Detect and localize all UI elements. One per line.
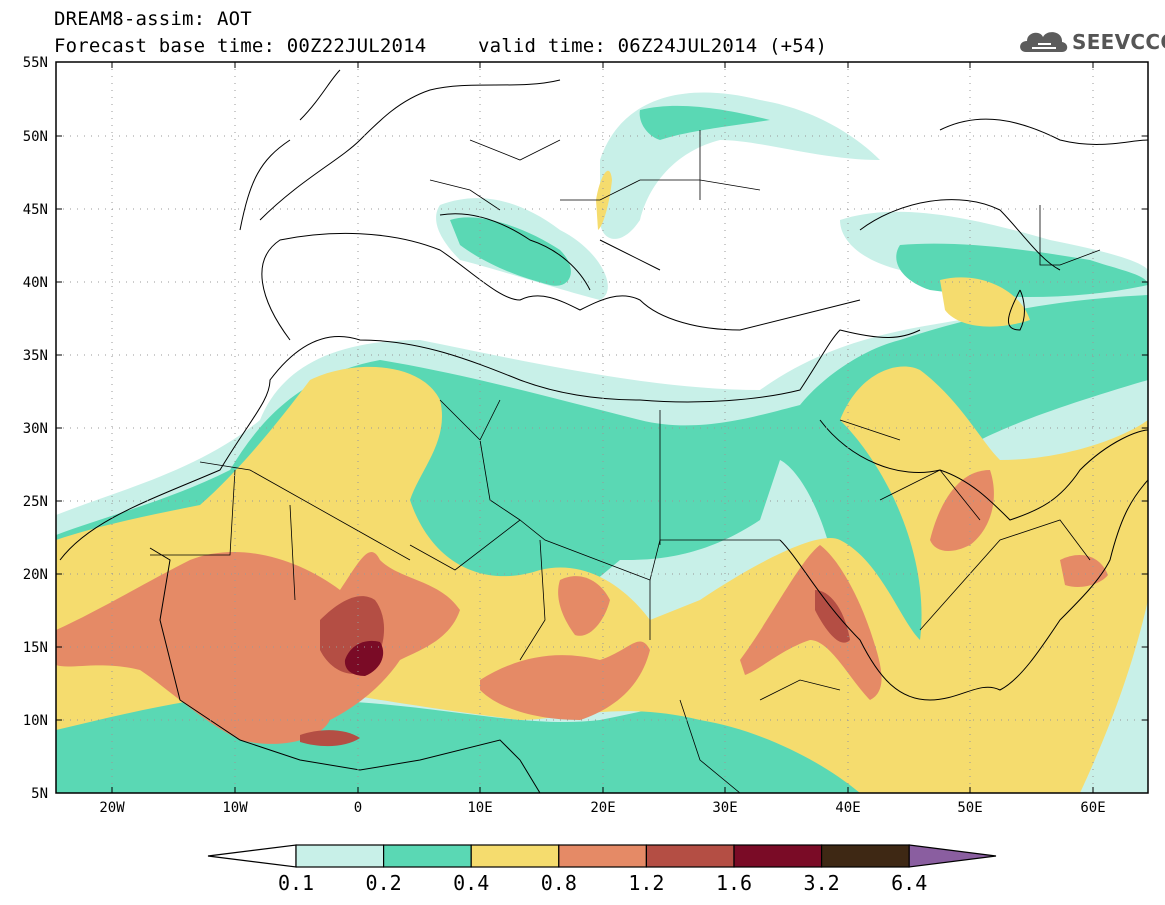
colorbar-segment [295,844,385,868]
lat-label: 25N [23,494,48,510]
colorbar-label: 1.2 [628,871,665,895]
colorbar-label: 0.1 [277,871,315,895]
lon-label: 20E [590,800,615,816]
colorbar [207,844,997,868]
colorbar-segment [733,844,823,868]
cloud-icon [1020,32,1068,52]
lat-label: 10N [23,713,48,729]
lon-label: 30E [712,800,737,816]
colorbar-max-triangle [908,844,997,868]
forecast-base-time: Forecast base time: 00Z22JUL2014 [54,35,427,57]
lat-label: 40N [23,275,48,291]
grid-lines [56,62,1148,793]
colorbar-label: 6.4 [891,871,928,895]
colorbar-label: 1.6 [715,871,753,895]
lat-label: 50N [23,129,48,145]
coastlines [59,69,1148,793]
colorbar-segment [645,844,735,868]
colorbar-label: 0.8 [540,871,577,895]
colorbar-segment [383,844,472,868]
lon-label: 20W [99,800,125,816]
lon-label: 60E [1080,800,1105,816]
longitude-labels: 20W 10W 0 10E 20E 30E 40E 50E 60E [99,800,1105,816]
lon-label: 40E [835,800,860,816]
lat-label: 5N [31,786,48,802]
lat-label: 55N [23,55,48,71]
colorbar-min-triangle [207,844,297,868]
colorbar-label: 3.2 [803,871,840,895]
lon-label: 10E [467,800,492,816]
latitude-labels: 55N 50N 45N 40N 35N 30N 25N 20N 15N 10N … [23,55,48,802]
lon-label: 50E [957,800,982,816]
lat-label: 30N [23,421,48,437]
lon-label: 10W [222,800,248,816]
colorbar-segment [558,844,647,868]
lat-label: 45N [23,202,48,218]
lon-label: 0 [354,800,362,816]
colorbar-segment [470,844,560,868]
logo-text: SEEVCCC [1072,30,1165,54]
colorbar-label: 0.4 [453,871,490,895]
lat-label: 35N [23,348,48,364]
axis-ticks [56,61,1148,794]
colorbar-label: 0.2 [365,871,402,895]
lat-label: 20N [23,567,48,583]
colorbar-segment [820,844,910,868]
seevccc-logo: SEEVCCC [1018,24,1165,58]
country-borders [150,130,1101,793]
chart-title: DREAM8-assim: AOT [54,8,252,30]
lat-label: 15N [23,640,48,656]
aot-field [56,62,1148,793]
valid-time: valid time: 06Z24JUL2014 (+54) [478,35,828,57]
